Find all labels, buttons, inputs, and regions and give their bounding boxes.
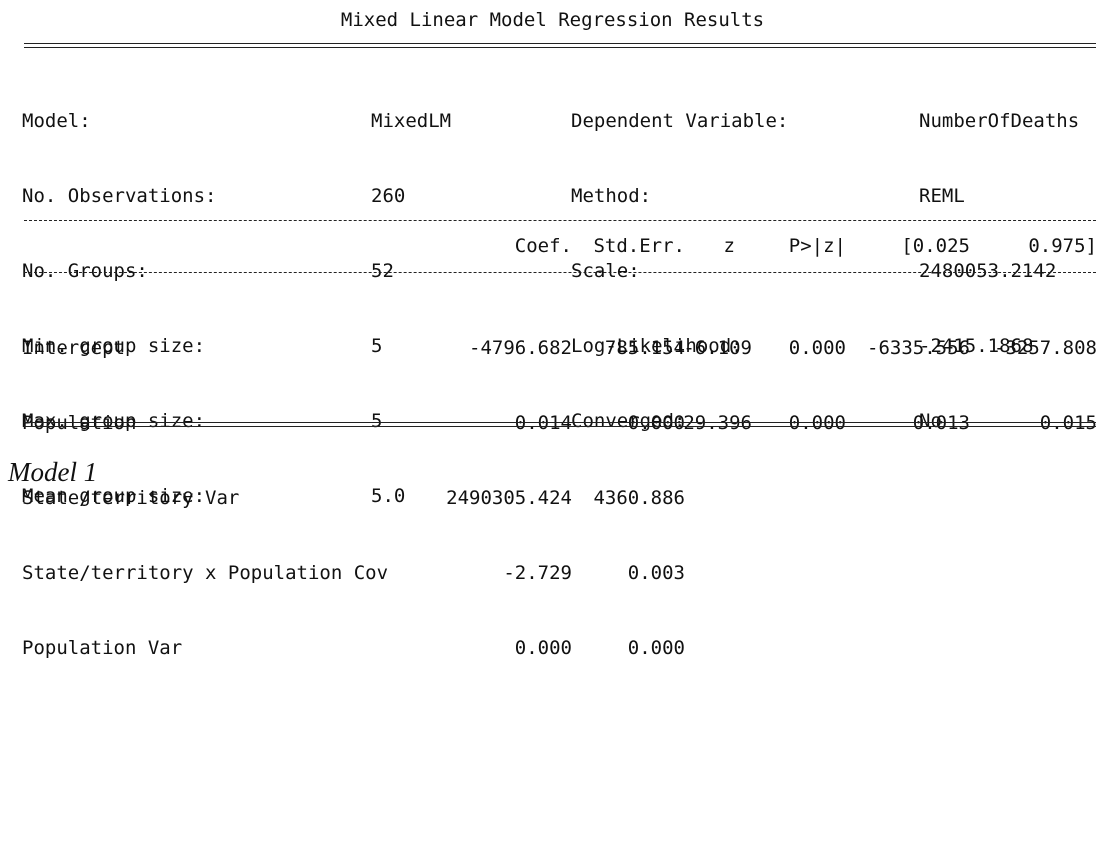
coef-value: -4796.682 [469,337,572,359]
z-value: 29.396 [683,412,752,434]
std-err-value: 0.003 [627,562,685,584]
coef-table-body: Intercept -4796.682 785.154 -6.109 0.000… [22,286,1097,711]
coef-value: 2490305.424 [446,487,572,509]
summary-value: 52 [371,260,394,282]
summary-label: Method: [571,185,652,207]
z-value: -6.109 [683,337,752,359]
regression-report: Mixed Linear Model Regression Results Mo… [8,9,1097,659]
summary-value: 2480053.2142 [919,260,1057,282]
column-header-coef: Coef. [514,235,572,257]
ci-lower-value: 0.013 [912,412,970,434]
summary-label: No. Observations: [22,185,217,207]
term-name: Population Var [22,637,183,659]
column-header-std-err: Std.Err. [593,235,685,257]
summary-label: Min. group size: [22,335,206,357]
term-name: Population [22,412,137,434]
model-summary: Model: MixedLM Dependent Variable: Numbe… [22,59,1097,559]
column-header-ci-lower: [0.025 [901,235,970,257]
summary-value: NumberOfDeaths [919,110,1080,132]
column-header-ci-upper: 0.975] [1028,235,1097,257]
table-row: State/territory x Population Cov -2.729 … [22,561,1097,586]
summary-divider [24,220,1096,221]
coef-value: 0.000 [514,637,572,659]
term-name: State/territory x Population Cov [22,562,389,584]
ci-upper-value: -3257.808 [994,337,1097,359]
summary-row: No. Observations: 260 Method: REML [22,184,1097,209]
summary-label: Scale: [571,260,640,282]
summary-label: Dependent Variable: [571,110,789,132]
summary-row: Model: MixedLM Dependent Variable: Numbe… [22,109,1097,134]
summary-row: No. Groups: 52 Scale: 2480053.2142 [22,259,1097,284]
summary-label: Log-Likelihood: [571,335,743,357]
column-header-p-value: P>|z| [788,235,846,257]
summary-value: MixedLM [371,110,452,132]
std-err-value: 4360.886 [593,487,685,509]
summary-value: REML [919,185,965,207]
table-row: State/territory Var 2490305.424 4360.886 [22,486,1097,511]
top-double-rule [24,43,1096,48]
summary-value: 260 [371,185,406,207]
ci-lower-value: -6335.556 [867,337,970,359]
figure-caption: Model 1 [8,457,98,487]
table-row: Intercept -4796.682 785.154 -6.109 0.000… [22,336,1097,361]
table-row: Population 0.014 0.000 29.396 0.000 0.01… [22,411,1097,436]
summary-label: No. Groups: [22,260,148,282]
std-err-value: 0.000 [627,637,685,659]
summary-row: Min. group size: 5 Log-Likelihood: -2415… [22,334,1097,359]
std-err-value: 0.000 [627,412,685,434]
p-value: 0.000 [788,337,846,359]
summary-value: 5 [371,410,383,432]
ci-upper-value: 0.015 [1039,412,1097,434]
bottom-double-rule [24,422,1096,427]
summary-value: 5 [371,335,383,357]
header-divider [24,272,1096,273]
summary-value: -2415.1868 [919,335,1034,357]
p-value: 0.000 [788,412,846,434]
report-title: Mixed Linear Model Regression Results [340,9,765,31]
term-name: Intercept [22,337,125,359]
table-row: Population Var 0.000 0.000 [22,636,1097,661]
term-name: State/territory Var [22,487,240,509]
std-err-value: 785.154 [604,337,685,359]
summary-label: Model: [22,110,91,132]
coef-table-header: Coef. Std.Err. z P>|z| [0.025 0.975] [22,234,1097,259]
column-header-z: z [723,235,735,257]
coef-value: 0.014 [514,412,572,434]
coef-value: -2.729 [503,562,572,584]
